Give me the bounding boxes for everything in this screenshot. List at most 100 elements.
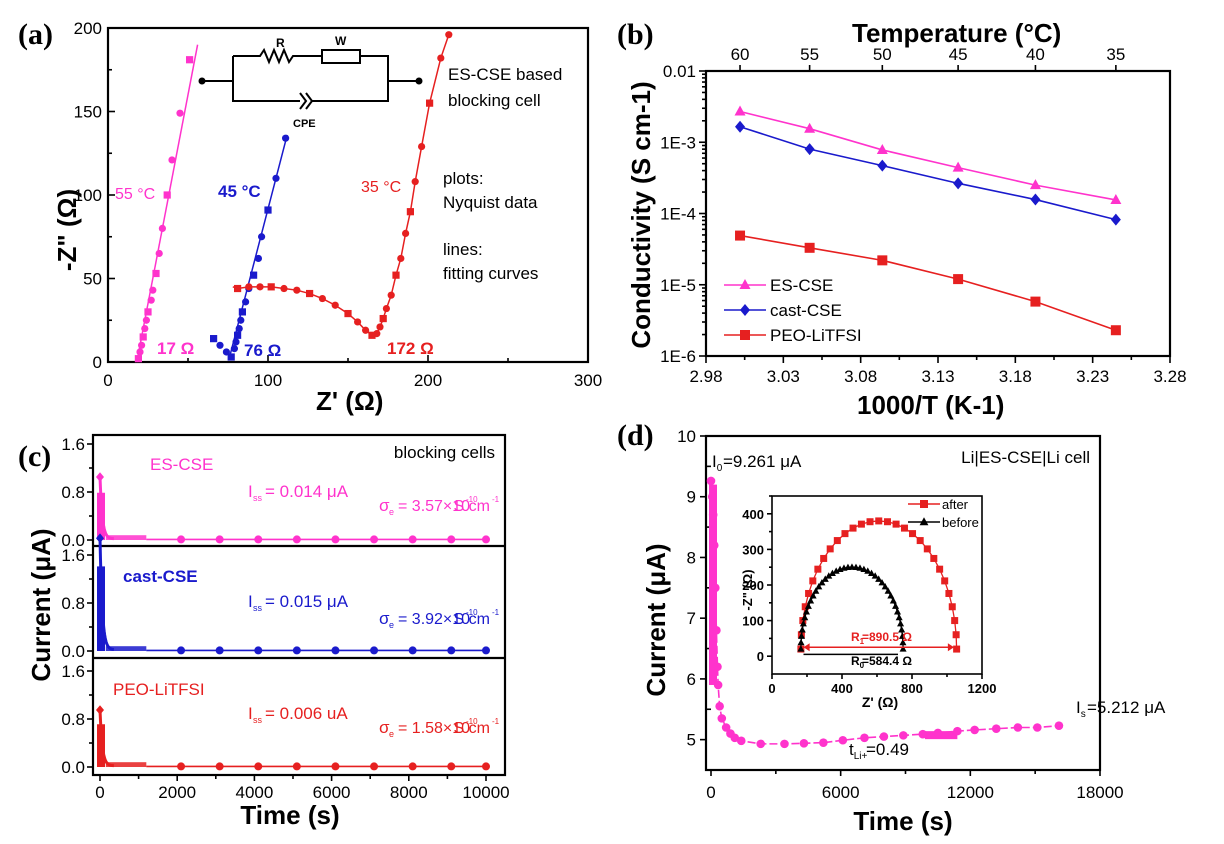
x-tick-label: 2.98	[689, 367, 722, 386]
panel-d-plot-frame	[704, 434, 1102, 772]
inset-point-before	[799, 619, 807, 627]
circuit-label-r: R	[276, 36, 285, 50]
y-tick-label: 7	[687, 609, 696, 628]
x-tick-label: 2000	[158, 783, 196, 802]
series-name-label: ES-CSE	[150, 455, 213, 474]
circuit-label-w: W	[335, 34, 347, 48]
data-point	[256, 283, 264, 291]
data-point	[354, 318, 362, 326]
data-point-PEO-LiTFSI	[215, 762, 224, 771]
data-point-ES-CSE	[331, 535, 340, 544]
data-point	[411, 178, 419, 186]
inset-point-after	[833, 537, 841, 545]
x-tick-label: 4000	[235, 783, 273, 802]
inset-point-before	[802, 608, 810, 615]
panel-d-label: (d)	[617, 419, 654, 452]
inset-point-before	[818, 578, 826, 586]
inset-x-tick-label: 400	[831, 681, 853, 696]
resistance-label-76: 76 Ω	[244, 341, 281, 360]
data-point	[730, 733, 740, 743]
inset-y-tick-label: 100	[742, 614, 764, 629]
iss-subscript: ss	[253, 603, 263, 613]
y-tick-label: 150	[74, 103, 102, 122]
data-point	[1033, 723, 1042, 732]
data-point-PEO-LiTFSI	[804, 242, 815, 253]
inset-point-after	[936, 565, 944, 573]
is-symbol: Is	[1076, 698, 1086, 720]
inset-point-before	[893, 608, 902, 615]
sigma-subscript: e	[389, 729, 394, 739]
data-point	[242, 298, 250, 306]
inset-x-tick-label: 800	[901, 681, 923, 696]
inset-point-after	[909, 530, 917, 538]
inset-y-tick-label: 200	[742, 578, 764, 593]
data-point	[756, 739, 766, 749]
temp-label-45: 45 °C	[218, 182, 261, 201]
inset-point-before	[895, 613, 903, 621]
data-point	[387, 291, 395, 299]
data-point	[234, 284, 242, 293]
x-tick-label: 3.18	[999, 367, 1032, 386]
data-point	[136, 348, 144, 356]
inset-legend-swatch-marker	[919, 517, 929, 526]
y-tick-label: 0.0	[61, 642, 85, 661]
annotation-line-6: fitting curves	[443, 264, 538, 283]
top-tick-label: 40	[1026, 45, 1045, 64]
x-tick-label: 0	[95, 783, 104, 802]
x-tick-label: 6000	[313, 783, 351, 802]
unit-label: S cm	[454, 720, 490, 737]
inset-y-tick-label: 300	[742, 542, 764, 557]
series-line-ES-CSE	[739, 110, 1117, 201]
legend-swatch-marker	[740, 330, 750, 340]
y-tick-label: 1.6	[61, 435, 85, 454]
data-point-ES-CSE	[482, 535, 490, 544]
inset-point-after	[826, 545, 834, 553]
iss-subscript: ss	[253, 493, 263, 503]
data-point	[838, 735, 848, 745]
inset-xlabel: Z' (Ω)	[862, 694, 898, 710]
y-tick-label: 0.01	[663, 62, 696, 81]
inset-point-before	[797, 638, 805, 646]
y-tick-label: 0.8	[61, 483, 85, 502]
data-point-ES-CSE	[408, 535, 417, 544]
data-point	[970, 725, 979, 735]
data-point	[149, 286, 157, 294]
equivalent-circuit	[198, 47, 423, 110]
inset-point-after	[941, 577, 949, 585]
unit-exponent: -1	[492, 608, 500, 617]
data-point	[250, 271, 258, 279]
data-point	[713, 662, 722, 672]
data-point-PEO-LiTFSI	[408, 762, 417, 771]
data-point	[991, 724, 1001, 734]
data-point-ES-CSE	[177, 535, 186, 544]
is-value: =5.212 μA	[1087, 698, 1166, 717]
y-tick-label: 0.0	[61, 531, 85, 550]
initial-points-ES-CSE	[97, 492, 105, 540]
data-point	[445, 31, 453, 39]
data-point-PEO-LiTFSI	[1110, 325, 1121, 336]
inset-point-before	[899, 638, 907, 646]
panel-d-xlabel: Time (s)	[853, 806, 952, 836]
series-name-label: cast-CSE	[123, 567, 198, 586]
panel-b: (b) Temperature (°C) 2.98 3.03 3.08 3.13 3.1…	[617, 18, 1187, 420]
inset-ylabel: -Z" (Ω)	[740, 569, 755, 610]
data-point	[392, 271, 400, 279]
data-point-PEO-LiTFSI	[447, 762, 456, 771]
inset-point-after	[801, 603, 809, 611]
iss-symbol: I	[248, 482, 253, 501]
inset-y-tick-label: 400	[742, 507, 764, 522]
inset-point-after	[892, 520, 900, 528]
iss-symbol: I	[248, 704, 253, 723]
panel-d-corner-label: Li|ES-CSE|Li cell	[961, 448, 1090, 467]
inset-point-after	[952, 631, 960, 639]
sigma-value: = 1.58×10	[398, 720, 470, 737]
data-point	[141, 325, 149, 333]
data-point	[402, 229, 410, 238]
data-point-ES-CSE	[215, 535, 224, 544]
data-point-PEO-LiTFSI	[877, 255, 888, 266]
top-tick-label: 35	[1106, 45, 1125, 64]
legend-swatch-marker	[739, 279, 751, 289]
inset-point-after	[805, 589, 813, 597]
y-tick-label: 0.0	[61, 758, 85, 777]
